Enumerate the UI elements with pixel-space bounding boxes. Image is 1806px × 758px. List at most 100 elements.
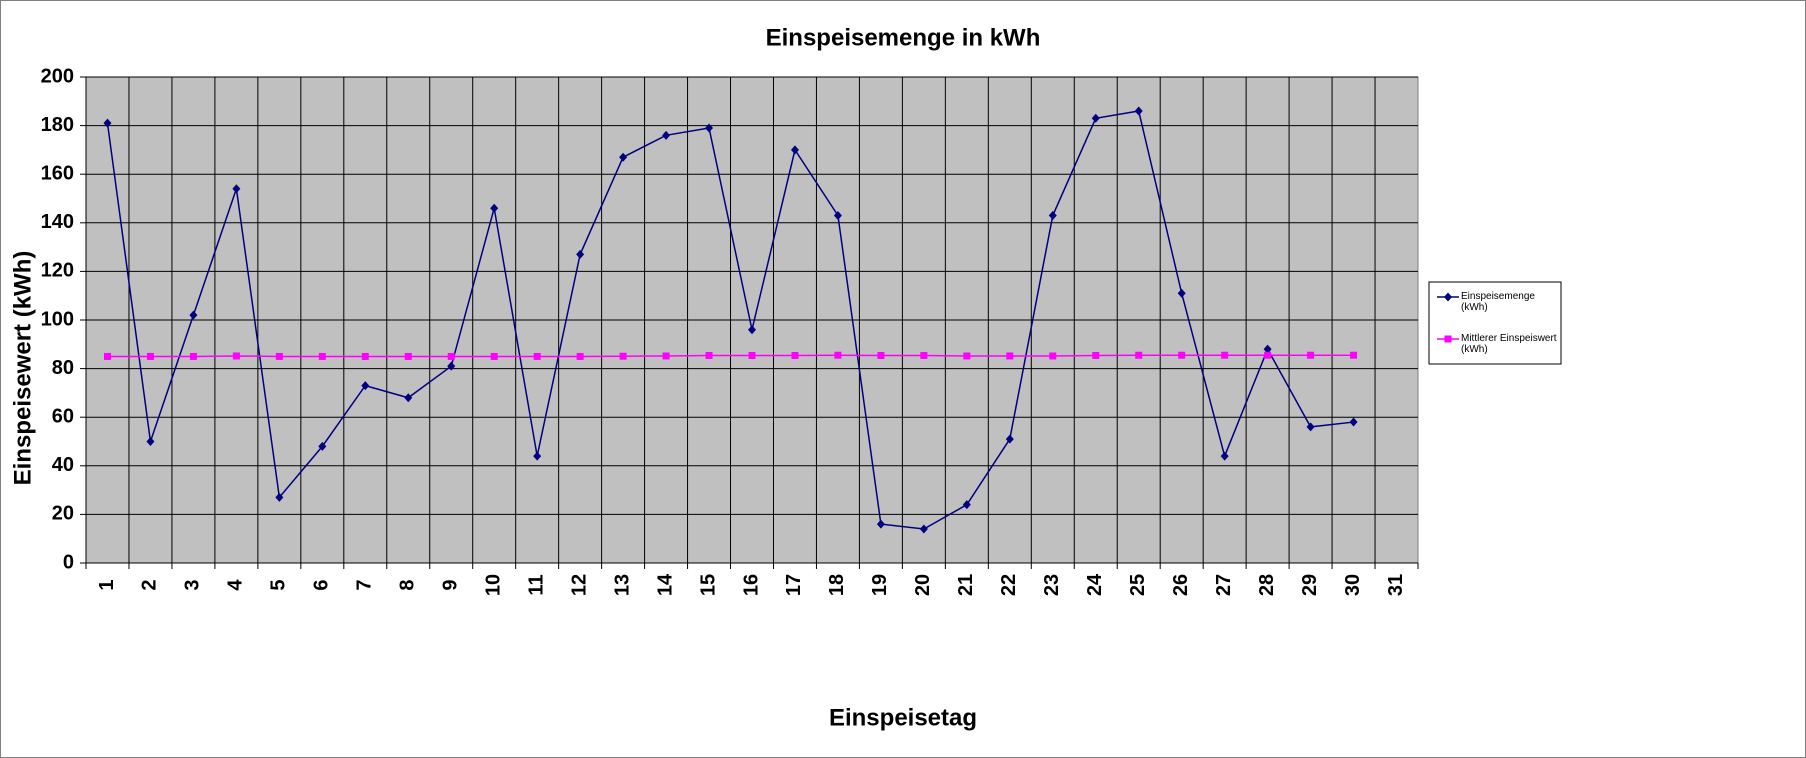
marker xyxy=(361,352,369,360)
marker xyxy=(146,437,155,446)
chart-title: Einspeisemenge in kWh xyxy=(766,24,1041,51)
series-line xyxy=(106,110,1354,530)
marker xyxy=(619,152,628,162)
marker xyxy=(103,352,111,360)
legend-label: Mittlerer Einspeiswert (kWh) xyxy=(1461,333,1557,355)
x-tick-label: 10 xyxy=(482,574,504,596)
marker xyxy=(1349,417,1358,427)
marker xyxy=(877,351,885,359)
marker xyxy=(1091,113,1100,123)
x-tick-label: 12 xyxy=(568,574,590,596)
marker xyxy=(490,352,498,360)
marker xyxy=(962,500,971,510)
x-tick-label: 15 xyxy=(697,574,719,596)
x-tick-label: 21 xyxy=(955,574,977,596)
marker xyxy=(404,393,413,403)
y-axis-title: Einspeisewert (kWh) xyxy=(9,251,36,486)
marker xyxy=(1048,211,1057,221)
marker xyxy=(533,352,541,360)
legend-label: Einspeisemenge (kWh) xyxy=(1461,291,1535,313)
marker xyxy=(1350,351,1358,359)
marker xyxy=(1307,351,1315,359)
marker xyxy=(275,352,283,360)
marker xyxy=(1005,434,1014,444)
marker xyxy=(920,351,928,359)
x-tick-label: 23 xyxy=(1041,574,1063,596)
marker xyxy=(232,184,241,194)
marker xyxy=(791,351,799,359)
y-tick-label: 140 xyxy=(41,211,74,233)
x-tick-label: 24 xyxy=(1084,573,1106,596)
marker xyxy=(1306,422,1315,432)
y-tick-label: 160 xyxy=(41,162,74,184)
marker xyxy=(576,352,584,360)
marker xyxy=(1049,352,1057,360)
marker xyxy=(834,351,842,359)
marker xyxy=(876,519,885,529)
marker xyxy=(189,352,197,360)
legend-item: Mittlerer Einspeiswert (kWh) xyxy=(1461,333,1557,355)
marker xyxy=(748,325,756,335)
marker xyxy=(447,352,455,360)
x-tick-label: 9 xyxy=(440,579,462,590)
x-tick-label: 8 xyxy=(397,579,419,590)
marker xyxy=(576,249,585,259)
y-tick-label: 0 xyxy=(63,551,74,573)
x-tick-label: 16 xyxy=(740,574,762,596)
x-tick-label: 2 xyxy=(139,579,161,590)
marker xyxy=(1178,351,1186,359)
y-tick-label: 200 xyxy=(41,65,74,87)
x-tick-label: 5 xyxy=(268,579,290,590)
marker xyxy=(1092,351,1100,359)
x-tick-label: 26 xyxy=(1170,574,1192,596)
marker xyxy=(404,352,412,360)
x-tick-label: 17 xyxy=(783,574,805,596)
marker xyxy=(705,123,714,133)
x-tick-label: 14 xyxy=(654,573,676,596)
y-tick-label: 100 xyxy=(41,308,74,330)
y-tick-label: 180 xyxy=(41,114,74,136)
marker xyxy=(1444,335,1452,343)
x-tick-label: 29 xyxy=(1299,574,1321,596)
x-tick-label: 30 xyxy=(1342,574,1364,596)
marker xyxy=(103,118,112,128)
x-tick-label: 1 xyxy=(96,579,118,590)
marker xyxy=(318,441,327,451)
x-tick-label: 31 xyxy=(1385,574,1407,596)
marker xyxy=(361,381,370,391)
y-tick-label: 40 xyxy=(52,454,74,476)
marker xyxy=(662,130,671,140)
series-line xyxy=(107,354,1354,358)
marker xyxy=(1177,288,1186,298)
x-tick-label: 22 xyxy=(998,574,1020,596)
y-tick-label: 80 xyxy=(52,357,74,379)
x-axis-title: Einspeisetag xyxy=(829,704,977,731)
x-tick-label: 27 xyxy=(1213,574,1235,596)
marker xyxy=(318,352,326,360)
marker xyxy=(232,352,240,360)
x-tick-label: 19 xyxy=(869,574,891,596)
marker xyxy=(662,352,670,360)
x-tick-label: 4 xyxy=(225,579,247,591)
marker xyxy=(189,310,198,320)
legend-item: Einspeisemenge (kWh) xyxy=(1461,291,1535,313)
marker xyxy=(1220,451,1229,461)
marker xyxy=(790,145,799,155)
x-tick-label: 18 xyxy=(826,574,848,596)
marker xyxy=(490,203,499,213)
x-tick-label: 28 xyxy=(1256,574,1278,596)
x-tick-label: 25 xyxy=(1127,574,1149,596)
marker xyxy=(146,352,154,360)
x-tick-label: 3 xyxy=(182,579,204,590)
marker xyxy=(619,352,627,360)
marker xyxy=(1264,351,1272,359)
marker xyxy=(1006,352,1014,360)
marker xyxy=(748,351,756,359)
marker xyxy=(1135,351,1143,359)
marker xyxy=(919,524,928,534)
legend-box xyxy=(1428,281,1562,365)
marker xyxy=(1263,344,1272,354)
marker xyxy=(1221,351,1229,359)
x-tick-label: 20 xyxy=(912,574,934,596)
